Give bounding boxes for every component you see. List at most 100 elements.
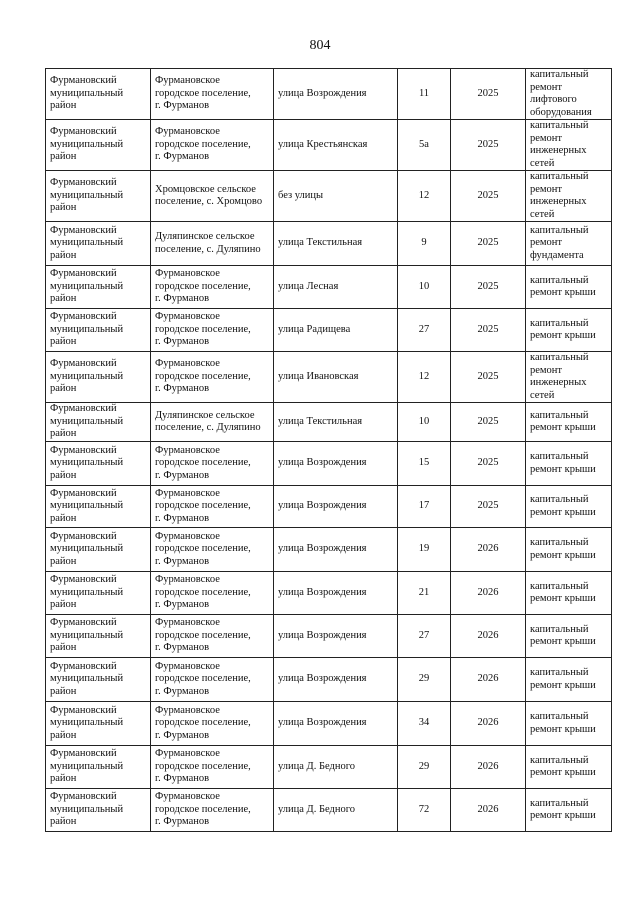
table-row: Фурмановский муниципальный район Хромцовс…: [45, 170, 612, 222]
year-cell: 2025: [450, 485, 526, 528]
year-cell: 2025: [450, 308, 526, 352]
house-number-cell: 17: [397, 485, 451, 528]
year-cell: 2025: [450, 221, 526, 266]
district-cell: Фурмановский муниципальный район: [45, 221, 151, 266]
settlement-cell: Фурмановское городское поселение, г. Фур…: [150, 788, 274, 832]
year-cell: 2025: [450, 265, 526, 309]
table-row: Фурмановский муниципальный район Фурманов…: [45, 614, 612, 658]
settlement-cell: Фурмановское городское поселение, г. Фур…: [150, 308, 274, 352]
street-cell: улица Радищева: [273, 308, 398, 352]
street-cell: улица Возрождения: [273, 657, 398, 702]
district-cell: Фурмановский муниципальный район: [45, 402, 151, 442]
year-cell: 2026: [450, 527, 526, 572]
district-cell: Фурмановский муниципальный район: [45, 485, 151, 528]
house-number-cell: 10: [397, 265, 451, 309]
house-number-cell: 9: [397, 221, 451, 266]
district-cell: Фурмановский муниципальный район: [45, 119, 151, 171]
district-cell: Фурмановский муниципальный район: [45, 170, 151, 222]
street-cell: улица Д. Бедного: [273, 745, 398, 789]
street-cell: улица Лесная: [273, 265, 398, 309]
work-type-cell: капитальный ремонт лифтового оборудовани…: [525, 68, 612, 120]
settlement-cell: Дуляпинское сельское поселение, с. Дуляп…: [150, 221, 274, 266]
settlement-cell: Хромцовское сельское поселение, с. Хромц…: [150, 170, 274, 222]
street-cell: улица Возрождения: [273, 68, 398, 120]
page-number: 804: [309, 38, 331, 53]
street-cell: улица Возрождения: [273, 571, 398, 615]
table-row: Фурмановский муниципальный район Фурманов…: [45, 308, 612, 352]
district-cell: Фурмановский муниципальный район: [45, 745, 151, 789]
district-cell: Фурмановский муниципальный район: [45, 351, 151, 403]
table-row: Фурмановский муниципальный район Фурманов…: [45, 119, 612, 171]
house-number-cell: 29: [397, 657, 451, 702]
work-type-cell: капитальный ремонт крыши: [525, 701, 612, 746]
street-cell: улица Крестьянская: [273, 119, 398, 171]
table-row: Фурмановский муниципальный район Дуляпинс…: [45, 402, 612, 442]
year-cell: 2025: [450, 170, 526, 222]
table-row: Фурмановский муниципальный район Фурманов…: [45, 527, 612, 572]
table-row: Фурмановский муниципальный район Фурманов…: [45, 441, 612, 486]
district-cell: Фурмановский муниципальный район: [45, 308, 151, 352]
street-cell: улица Возрождения: [273, 441, 398, 486]
table-row: Фурмановский муниципальный район Фурманов…: [45, 788, 612, 832]
house-number-cell: 72: [397, 788, 451, 832]
settlement-cell: Фурмановское городское поселение, г. Фур…: [150, 527, 274, 572]
street-cell: улица Возрождения: [273, 527, 398, 572]
year-cell: 2026: [450, 657, 526, 702]
table-row: Фурмановский муниципальный район Фурманов…: [45, 745, 612, 789]
house-number-cell: 21: [397, 571, 451, 615]
district-cell: Фурмановский муниципальный район: [45, 614, 151, 658]
work-type-cell: капитальный ремонт крыши: [525, 485, 612, 528]
district-cell: Фурмановский муниципальный район: [45, 441, 151, 486]
house-number-cell: 34: [397, 701, 451, 746]
work-type-cell: капитальный ремонт крыши: [525, 265, 612, 309]
district-cell: Фурмановский муниципальный район: [45, 68, 151, 120]
settlement-cell: Фурмановское городское поселение, г. Фур…: [150, 265, 274, 309]
table-row: Фурмановский муниципальный район Фурманов…: [45, 485, 612, 528]
work-type-cell: капитальный ремонт крыши: [525, 402, 612, 442]
year-cell: 2025: [450, 119, 526, 171]
street-cell: улица Д. Бедного: [273, 788, 398, 832]
street-cell: улица Ивановская: [273, 351, 398, 403]
street-cell: улица Возрождения: [273, 701, 398, 746]
settlement-cell: Фурмановское городское поселение, г. Фур…: [150, 745, 274, 789]
settlement-cell: Фурмановское городское поселение, г. Фур…: [150, 571, 274, 615]
settlement-cell: Фурмановское городское поселение, г. Фур…: [150, 614, 274, 658]
house-number-cell: 12: [397, 170, 451, 222]
year-cell: 2025: [450, 441, 526, 486]
district-cell: Фурмановский муниципальный район: [45, 701, 151, 746]
work-type-cell: капитальный ремонт крыши: [525, 571, 612, 615]
year-cell: 2026: [450, 788, 526, 832]
street-cell: без улицы: [273, 170, 398, 222]
work-type-cell: капитальный ремонт крыши: [525, 527, 612, 572]
district-cell: Фурмановский муниципальный район: [45, 657, 151, 702]
house-number-cell: 29: [397, 745, 451, 789]
house-number-cell: 5а: [397, 119, 451, 171]
house-number-cell: 27: [397, 614, 451, 658]
work-type-cell: капитальный ремонт крыши: [525, 788, 612, 832]
table-row: Фурмановский муниципальный район Фурманов…: [45, 265, 612, 309]
settlement-cell: Фурмановское городское поселение, г. Фур…: [150, 68, 274, 120]
work-type-cell: капитальный ремонт крыши: [525, 441, 612, 486]
year-cell: 2026: [450, 745, 526, 789]
year-cell: 2025: [450, 402, 526, 442]
table-row: Фурмановский муниципальный район Фурманов…: [45, 701, 612, 746]
settlement-cell: Фурмановское городское поселение, г. Фур…: [150, 485, 274, 528]
work-type-cell: капитальный ремонт крыши: [525, 308, 612, 352]
work-type-cell: капитальный ремонт крыши: [525, 745, 612, 789]
table-row: Фурмановский муниципальный район Фурманов…: [45, 657, 612, 702]
house-number-cell: 15: [397, 441, 451, 486]
street-cell: улица Текстильная: [273, 221, 398, 266]
house-number-cell: 11: [397, 68, 451, 120]
work-type-cell: капитальный ремонт крыши: [525, 657, 612, 702]
work-type-cell: капитальный ремонт инженерных сетей: [525, 119, 612, 171]
settlement-cell: Фурмановское городское поселение, г. Фур…: [150, 657, 274, 702]
district-cell: Фурмановский муниципальный район: [45, 571, 151, 615]
district-cell: Фурмановский муниципальный район: [45, 527, 151, 572]
district-cell: Фурмановский муниципальный район: [45, 788, 151, 832]
street-cell: улица Возрождения: [273, 614, 398, 658]
table-row: Фурмановский муниципальный район Фурманов…: [45, 351, 612, 403]
work-type-cell: капитальный ремонт инженерных сетей: [525, 351, 612, 403]
street-cell: улица Возрождения: [273, 485, 398, 528]
work-type-cell: капитальный ремонт крыши: [525, 614, 612, 658]
house-number-cell: 10: [397, 402, 451, 442]
